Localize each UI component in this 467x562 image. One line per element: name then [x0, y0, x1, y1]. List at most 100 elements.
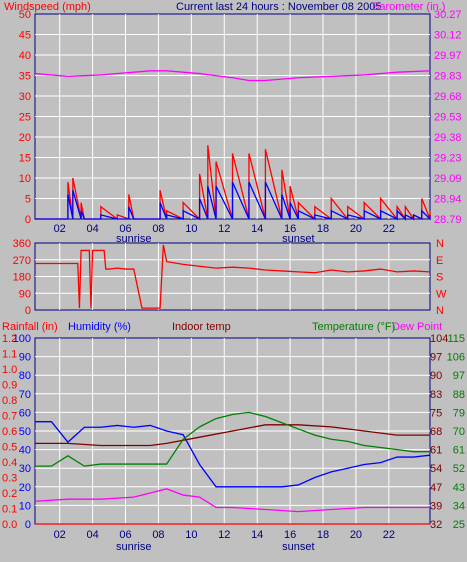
- wind-x-tick-label: 20: [350, 223, 362, 235]
- temp-x-tick-label: 20: [350, 529, 362, 541]
- humidity-tick-label: 30: [19, 463, 31, 475]
- windspeed-tick-label: 0: [25, 214, 31, 226]
- temp-x-tick-label: 10: [185, 529, 197, 541]
- temperature-tick-label: 97: [453, 370, 465, 382]
- barometer-tick-label: 29.38: [434, 132, 462, 144]
- windspeed-tick-label: 5: [25, 194, 31, 206]
- sunset-label-top: sunset: [282, 233, 314, 245]
- compass-tick-label: N: [436, 305, 444, 317]
- rainfall-tick-label: 1.0: [2, 364, 17, 376]
- wind-x-tick-label: 10: [185, 223, 197, 235]
- wind-direction-series: [35, 244, 431, 309]
- humidity-tick-label: 70: [19, 389, 31, 401]
- rainfall-tick-label: 0.4: [2, 457, 17, 469]
- windspeed-tick-label: 45: [19, 30, 31, 42]
- windspeed-tick-label: 15: [19, 153, 31, 165]
- dewpoint-series: [34, 488, 430, 513]
- sunrise-label-top: sunrise: [116, 233, 151, 245]
- rainfall-tick-label: 0.8: [2, 395, 17, 407]
- wind-gust-series: [35, 145, 431, 222]
- windspeed-tick-label: 20: [19, 132, 31, 144]
- wind-x-tick-label: 02: [54, 223, 66, 235]
- indoor-temp-tick-label: 104: [430, 333, 448, 345]
- indoor-temp-tick-label: 32: [430, 519, 442, 531]
- barometer-tick-label: 28.79: [434, 214, 462, 226]
- barometer-tick-label: 29.97: [434, 50, 462, 62]
- indoor-temp-tick-label: 39: [430, 500, 442, 512]
- temp-x-tick-label: 12: [218, 529, 230, 541]
- windspeed-tick-label: 50: [19, 9, 31, 21]
- temperature-tick-label: 115: [447, 333, 465, 345]
- wind-x-tick-label: 16: [284, 223, 296, 235]
- wind-x-tick-label: 14: [251, 223, 263, 235]
- chart-header-date: Current last 24 hours : November 08 2005: [176, 1, 381, 13]
- humidity-tick-label: 60: [19, 407, 31, 419]
- wind-x-tick-label: 12: [218, 223, 230, 235]
- windspeed-tick-label: 25: [19, 112, 31, 124]
- barometer-axis-title: Barometer (in.): [372, 1, 445, 13]
- barometer-tick-label: 28.94: [434, 194, 462, 206]
- windspeed-tick-label: 35: [19, 71, 31, 83]
- barometer-tick-label: 30.12: [434, 30, 462, 42]
- rainfall-tick-label: 0.5: [2, 442, 17, 454]
- rainfall-tick-label: 1.2: [2, 333, 17, 345]
- temperature-tick-label: 52: [453, 463, 465, 475]
- humidity-tick-label: 80: [19, 370, 31, 382]
- direction-tick-label: 270: [13, 255, 31, 267]
- direction-tick-label: 360: [13, 238, 31, 250]
- temp-x-tick-label: 08: [152, 529, 164, 541]
- humidity-series: [35, 421, 431, 488]
- humidity-tick-label: 10: [19, 500, 31, 512]
- indoor-temp-tick-label: 61: [430, 445, 442, 457]
- temp-x-tick-label: 04: [86, 529, 98, 541]
- temp-x-tick-label: 02: [54, 529, 66, 541]
- compass-tick-label: N: [436, 238, 444, 250]
- windspeed-tick-label: 10: [19, 173, 31, 185]
- barometer-tick-label: 29.09: [434, 173, 462, 185]
- temperature-tick-label: 88: [453, 389, 465, 401]
- barometer-tick-label: 29.68: [434, 91, 462, 103]
- rainfall-tick-label: 0.0: [2, 519, 17, 531]
- indoor-temp-tick-label: 54: [430, 463, 442, 475]
- rainfall-tick-label: 0.9: [2, 380, 17, 392]
- wind-x-tick-label: 08: [152, 223, 164, 235]
- sunrise-label-bottom: sunrise: [116, 541, 151, 553]
- indoor-temp-tick-label: 68: [430, 426, 442, 438]
- windspeed-tick-label: 40: [19, 50, 31, 62]
- temp-x-tick-label: 22: [383, 529, 395, 541]
- rainfall-tick-label: 0.3: [2, 473, 17, 485]
- wind-x-tick-label: 22: [383, 223, 395, 235]
- temp-x-tick-label: 06: [119, 529, 131, 541]
- indoor-temp-tick-label: 90: [430, 370, 442, 382]
- humidity-tick-label: 20: [19, 482, 31, 494]
- barometer-tick-label: 30.27: [434, 9, 462, 21]
- direction-tick-label: 90: [19, 288, 31, 300]
- temperature-tick-label: 61: [453, 445, 465, 457]
- indoor-temp-tick-label: 97: [430, 352, 442, 364]
- indoor-temp-title: Indoor temp: [172, 321, 231, 333]
- temperature-tick-label: 34: [453, 500, 465, 512]
- rainfall-tick-label: 1.1: [2, 349, 17, 361]
- windspeed-tick-label: 30: [19, 91, 31, 103]
- wind-x-tick-label: 18: [317, 223, 329, 235]
- barometer-series: [34, 70, 431, 82]
- wind-x-tick-label: 04: [86, 223, 98, 235]
- compass-tick-label: E: [436, 255, 443, 267]
- temperature-axis-title: Temperature (°F): [312, 321, 395, 333]
- barometer-tick-label: 29.23: [434, 153, 462, 165]
- humidity-tick-label: 40: [19, 445, 31, 457]
- temperature-tick-label: 25: [453, 519, 465, 531]
- indoor-temp-tick-label: 47: [430, 482, 442, 494]
- wind-x-tick-label: 06: [119, 223, 131, 235]
- dewpoint-axis-title: Dew Point: [392, 321, 442, 333]
- indoor-temp-series: [35, 424, 430, 447]
- windspeed-axis-title: Windspeed (mph): [4, 1, 91, 13]
- barometer-tick-label: 29.83: [434, 71, 462, 83]
- humidity-tick-label: 90: [19, 352, 31, 364]
- temp-x-tick-label: 16: [284, 529, 296, 541]
- temperature-tick-label: 106: [447, 352, 465, 364]
- humidity-axis-title: Humidity (%): [68, 321, 131, 333]
- rainfall-tick-label: 0.7: [2, 411, 17, 423]
